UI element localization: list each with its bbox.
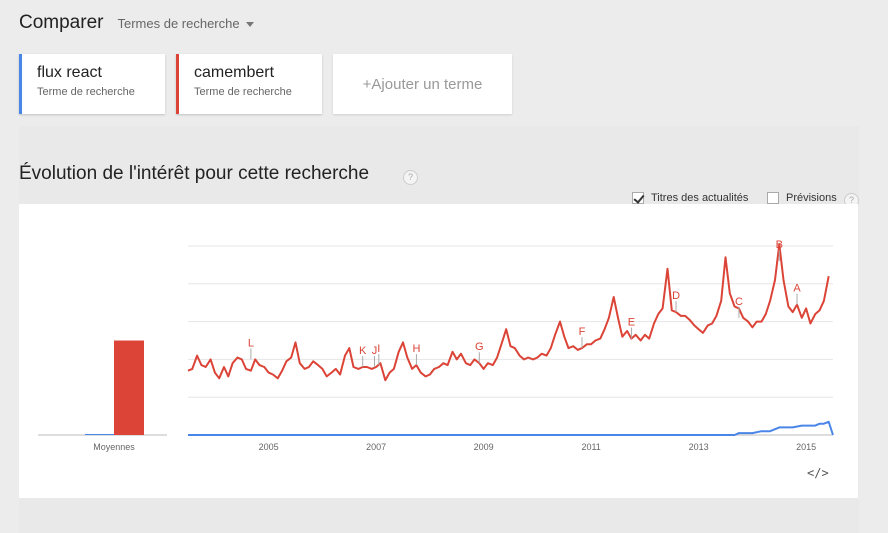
checkbox-checked-icon[interactable] bbox=[632, 192, 644, 204]
chart-svg: Moyennes 2005 2007 2009 2011 2013 2015 L K J I H G F E… bbox=[38, 239, 834, 452]
news-headlines-label: Titres des actualités bbox=[651, 192, 749, 204]
series-line-flux-react bbox=[188, 420, 834, 436]
x-tick-label: 2005 bbox=[259, 442, 279, 452]
term-card-camembert[interactable]: camembert Terme de recherche bbox=[176, 54, 322, 114]
term-type: Terme de recherche bbox=[37, 86, 135, 98]
forecast-toggle[interactable]: Prévisions bbox=[767, 192, 837, 204]
term-name: camembert bbox=[194, 64, 275, 81]
annotation-label: F bbox=[579, 326, 586, 338]
chevron-down-icon bbox=[245, 22, 254, 27]
term-name: flux react bbox=[37, 64, 102, 81]
add-term-button[interactable]: +Ajouter un terme bbox=[333, 54, 512, 114]
x-tick-label: 2009 bbox=[474, 442, 494, 452]
series-line-camembert bbox=[187, 243, 830, 382]
section-title: Évolution de l'intérêt pour cette recher… bbox=[19, 163, 370, 184]
annotation-label: B bbox=[776, 239, 783, 251]
forecast-label: Prévisions bbox=[786, 192, 837, 204]
page-title: Comparer bbox=[19, 12, 104, 33]
news-headlines-toggle[interactable]: Titres des actualités bbox=[632, 192, 748, 204]
average-bar-camembert bbox=[114, 340, 144, 435]
x-tick-label: 2007 bbox=[366, 442, 386, 452]
term-color-bar bbox=[176, 54, 179, 114]
annotation-label: K bbox=[359, 345, 367, 357]
average-bar-flux-react bbox=[85, 434, 114, 435]
annotation-label: L bbox=[248, 337, 254, 349]
interest-chart: Moyennes 2005 2007 2009 2011 2013 2015 L K J I H G F E… bbox=[19, 204, 858, 498]
averages-label: Moyennes bbox=[93, 442, 135, 452]
annotation-label: G bbox=[475, 341, 484, 353]
annotation-label: A bbox=[793, 283, 801, 295]
search-terms-dropdown[interactable]: Termes de recherche bbox=[117, 16, 254, 31]
annotation-label: E bbox=[628, 317, 635, 329]
term-card-flux-react[interactable]: flux react Terme de recherche bbox=[19, 54, 165, 114]
term-type: Terme de recherche bbox=[194, 86, 292, 98]
annotation-label: J bbox=[372, 345, 378, 357]
x-tick-label: 2011 bbox=[581, 442, 600, 452]
term-color-bar bbox=[19, 54, 22, 114]
x-tick-label: 2013 bbox=[689, 442, 709, 452]
annotation-label: I bbox=[377, 343, 380, 355]
dropdown-label: Termes de recherche bbox=[117, 16, 240, 31]
embed-code-icon[interactable]: </> bbox=[807, 466, 829, 480]
checkbox-icon[interactable] bbox=[767, 192, 779, 204]
help-icon[interactable]: ? bbox=[403, 170, 418, 185]
x-tick-label: 2015 bbox=[796, 442, 816, 452]
annotation-label: D bbox=[672, 290, 680, 302]
annotation-label: C bbox=[735, 296, 743, 308]
annotation-label: H bbox=[412, 343, 420, 355]
compare-header: Comparer Termes de recherche bbox=[19, 12, 254, 34]
